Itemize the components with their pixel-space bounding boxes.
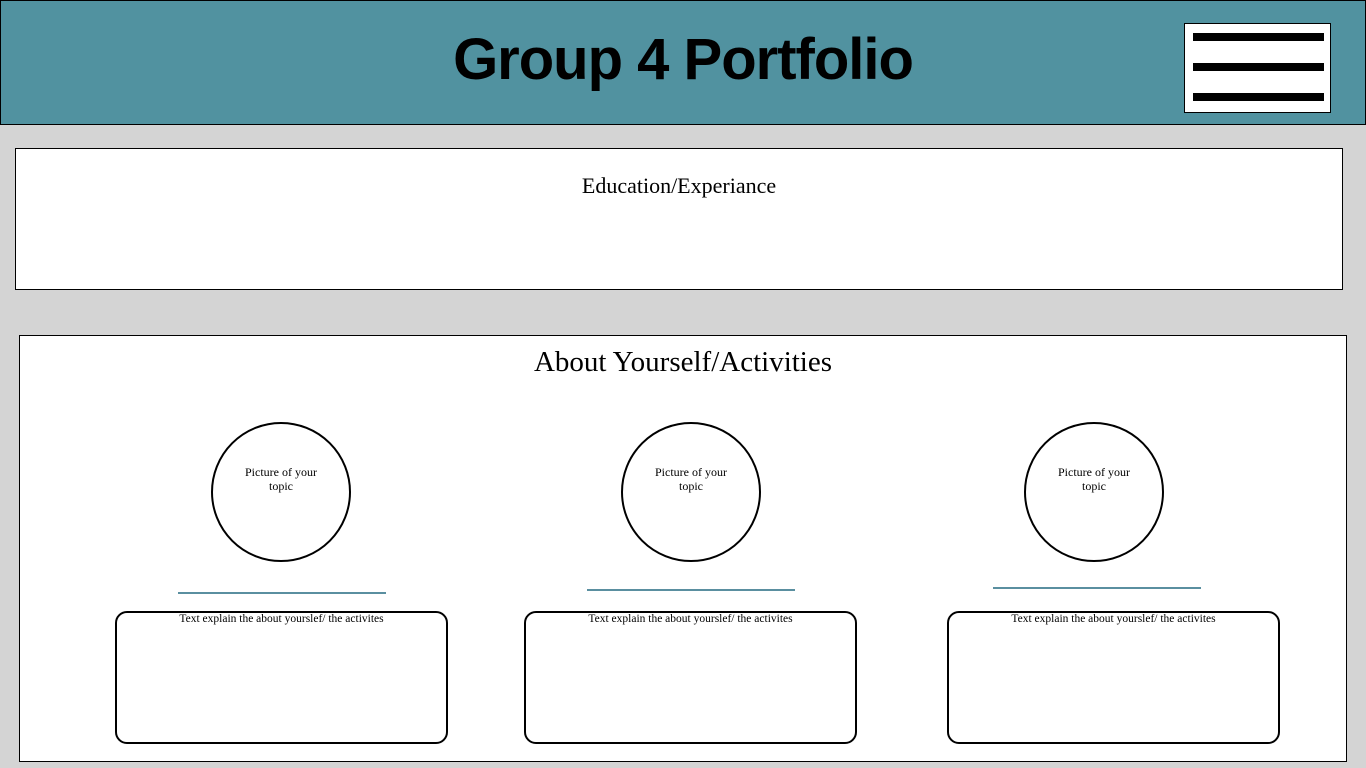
- picture-placeholder-label: Picture of your topic: [1058, 465, 1130, 493]
- card-title-underline: [178, 592, 386, 594]
- topic-picture-placeholder[interactable]: Picture of your topic: [1024, 422, 1164, 562]
- education-title: Education/Experiance: [581, 173, 777, 198]
- activity-text-box[interactable]: Text explain the about yourslef/ the act…: [115, 611, 448, 744]
- site-title: Group 4 Portfolio: [453, 27, 914, 92]
- picture-placeholder-label: Picture of your topic: [245, 465, 317, 493]
- activity-text-box[interactable]: Text explain the about yourslef/ the act…: [524, 611, 857, 744]
- menu-bar-line: [1193, 33, 1324, 41]
- topic-picture-placeholder[interactable]: Picture of your topic: [621, 422, 761, 562]
- menu-bar-line: [1193, 93, 1324, 101]
- site-header: Group 4 Portfolio: [0, 0, 1366, 125]
- card-title-underline: [993, 587, 1201, 589]
- text-box-label: Text explain the about yourslef/ the act…: [179, 613, 384, 625]
- topic-picture-placeholder[interactable]: Picture of your topic: [211, 422, 351, 562]
- hamburger-menu-icon[interactable]: [1184, 23, 1331, 113]
- education-section: Education/Experiance: [15, 148, 1343, 290]
- text-box-label: Text explain the about yourslef/ the act…: [1011, 613, 1216, 625]
- picture-placeholder-label: Picture of your topic: [655, 465, 727, 493]
- about-title: About Yourself/Activities: [533, 346, 833, 378]
- menu-bar-line: [1193, 63, 1324, 71]
- activity-text-box[interactable]: Text explain the about yourslef/ the act…: [947, 611, 1280, 744]
- text-box-label: Text explain the about yourslef/ the act…: [588, 613, 793, 625]
- card-title-underline: [587, 589, 795, 591]
- about-section: About Yourself/Activities Picture of you…: [19, 335, 1347, 762]
